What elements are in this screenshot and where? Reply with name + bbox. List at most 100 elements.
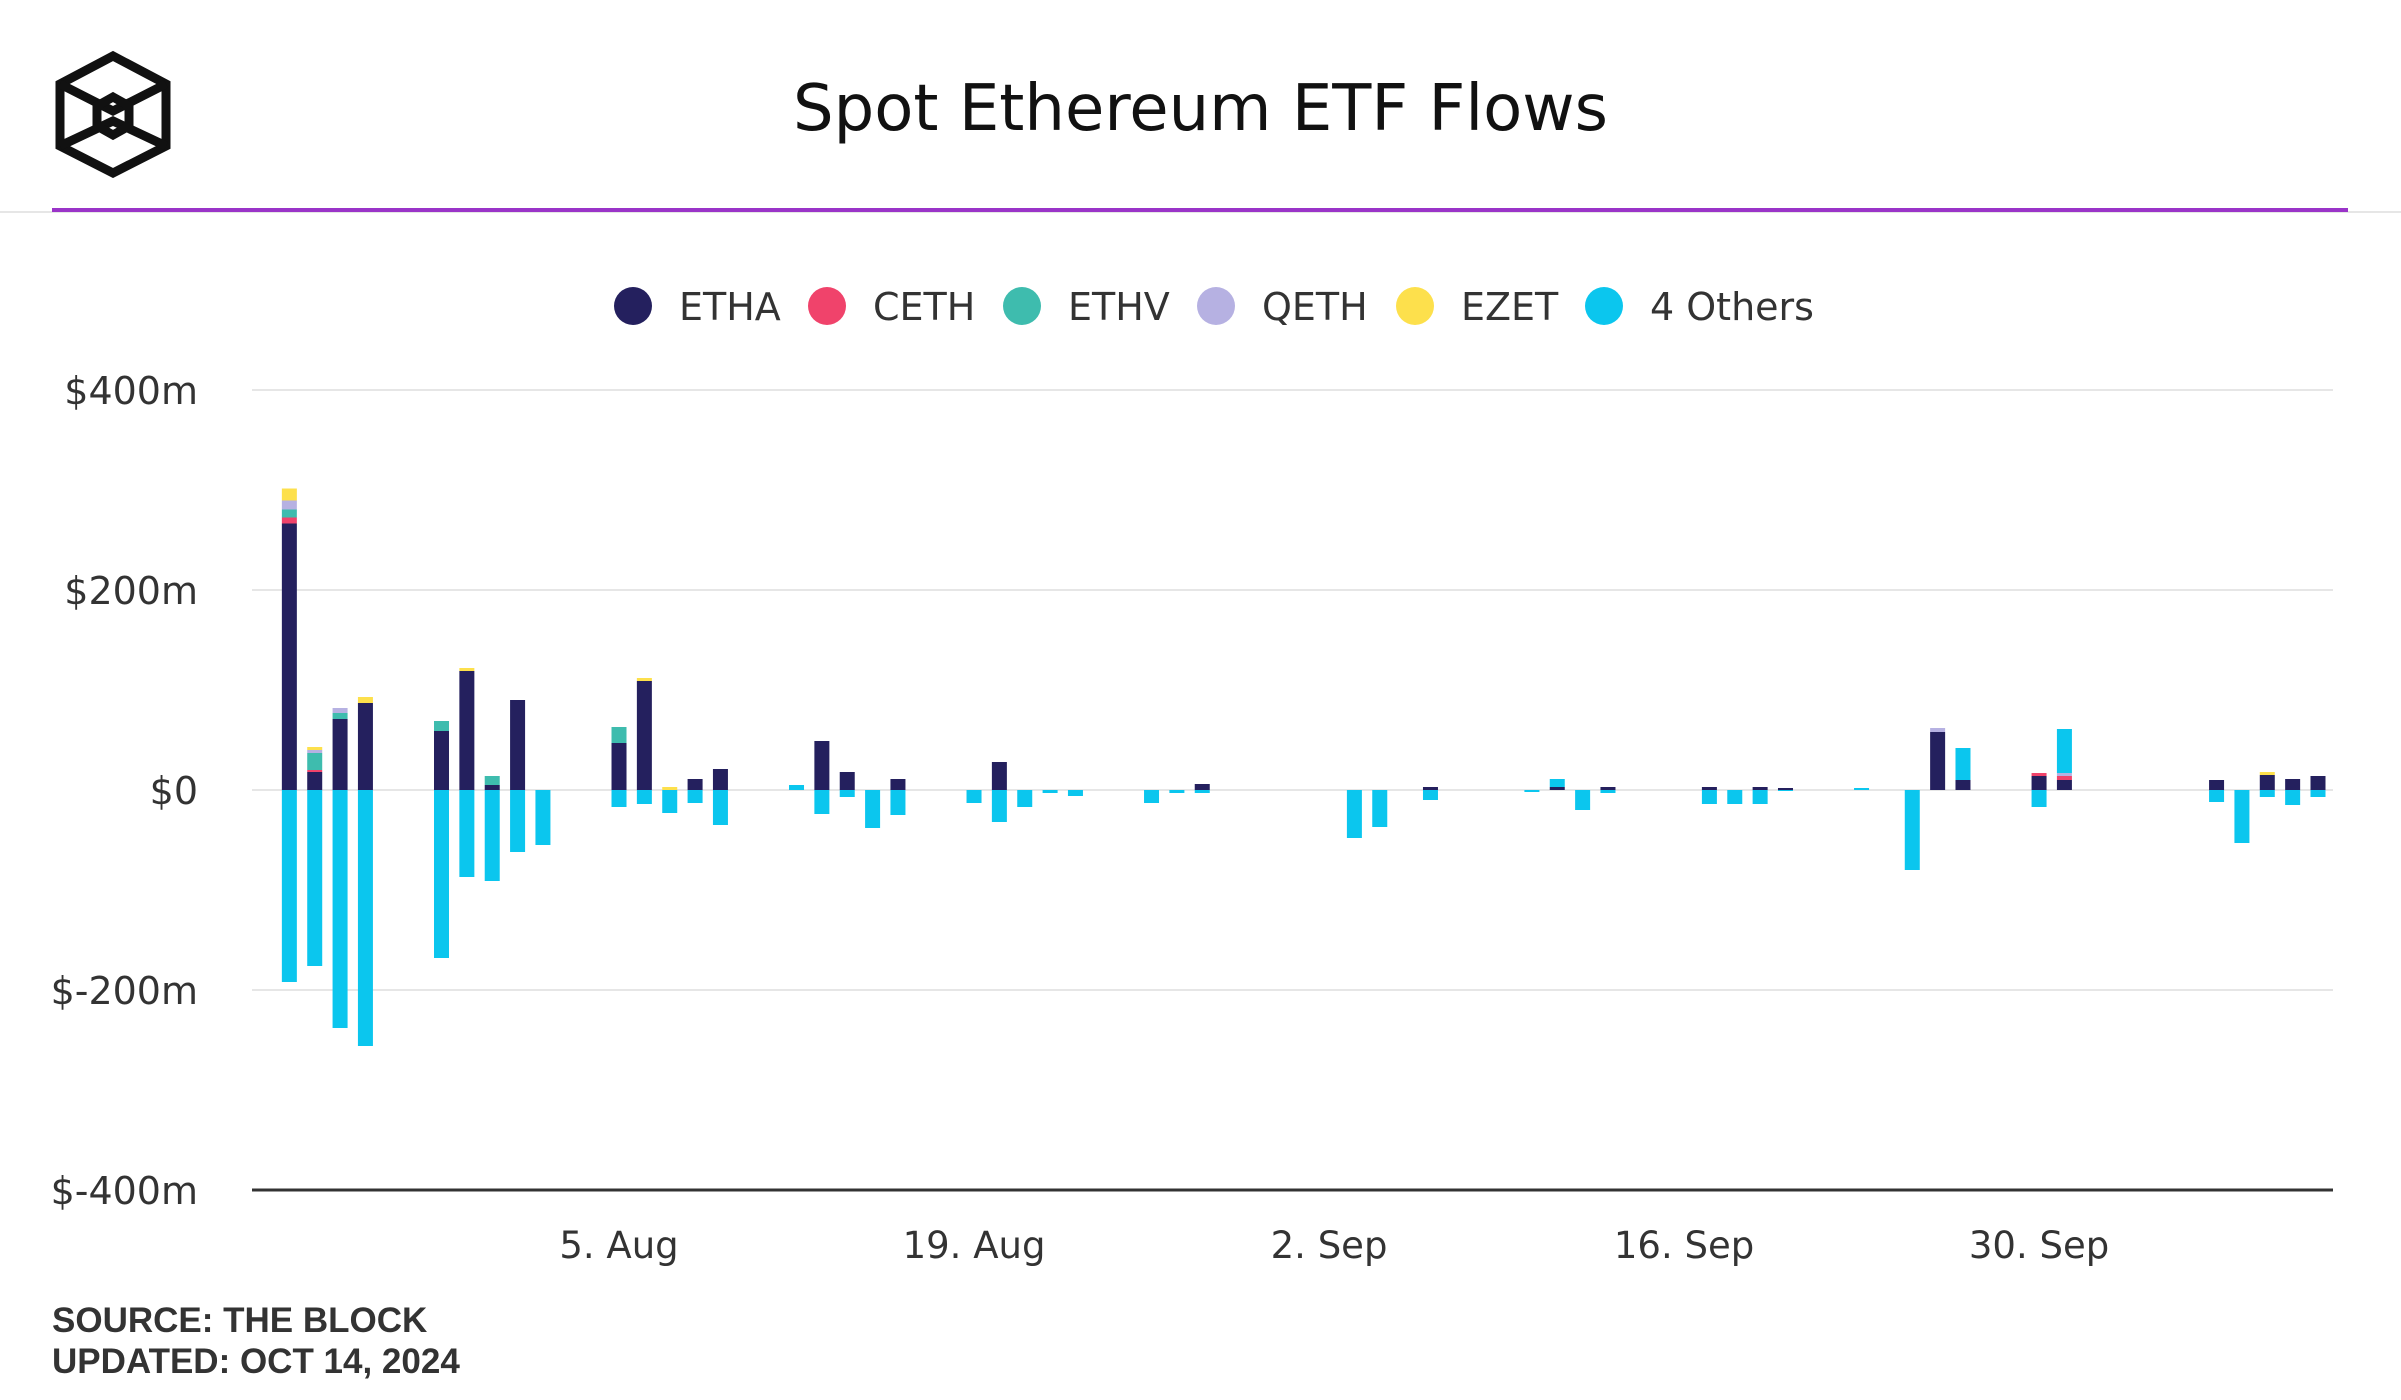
bar-ezet — [307, 747, 323, 750]
bar-etha — [1955, 780, 1971, 790]
bar-stack-2024-09-13 — [1600, 787, 1616, 793]
chart-bars — [281, 488, 2326, 1046]
bar-stack-2024-07-30 — [459, 668, 475, 877]
bar-stack-2024-07-29 — [434, 721, 450, 958]
bar-etha — [839, 772, 855, 790]
legend-swatch — [614, 287, 652, 325]
bar-ceth — [2056, 776, 2072, 780]
bar-stack-2024-08-08 — [687, 779, 703, 803]
x-tick-label: 16. Sep — [1614, 1224, 1754, 1267]
source-label: SOURCE: THE BLOCK — [52, 1301, 428, 1340]
bar-stack-2024-09-23 — [1854, 788, 1870, 790]
bar-4-others — [2285, 790, 2301, 805]
bar-ceth — [281, 517, 297, 524]
chart-legend: ETHA CETH ETHV QETH EZET 4 Others — [614, 285, 1814, 329]
y-tick-label: $400m — [64, 369, 198, 413]
bar-stack-2024-08-26 — [1144, 790, 1160, 803]
bar-4-others — [1144, 790, 1160, 803]
chart-gridlines — [252, 389, 2333, 991]
bar-etha — [434, 731, 450, 790]
bar-stack-2024-08-28 — [1194, 784, 1210, 793]
bar-4-others — [459, 790, 475, 877]
bar-etha — [712, 769, 728, 790]
bar-etha — [814, 741, 830, 790]
bar-etha — [1777, 788, 1793, 790]
bar-ethv — [484, 776, 500, 785]
legend-swatch — [1396, 287, 1434, 325]
bar-etha — [636, 681, 652, 790]
x-tick-label: 5. Aug — [559, 1224, 678, 1267]
bar-etha — [2209, 780, 2225, 790]
page-title: Spot Ethereum ETF Flows — [793, 72, 1608, 146]
y-tick-label: $-200m — [51, 969, 198, 1013]
bar-ethv — [611, 727, 627, 743]
bar-stack-2024-09-20 — [1777, 788, 1793, 791]
bar-stack-2024-07-25 — [332, 708, 348, 1028]
bar-4-others — [2209, 790, 2225, 802]
bar-stack-2024-07-26 — [357, 697, 373, 1046]
bar-etha — [2259, 775, 2275, 790]
bar-stack-2024-10-08 — [2234, 790, 2250, 843]
bar-4-others — [1777, 790, 1793, 791]
bar-4-others — [1575, 790, 1591, 810]
bar-4-others — [2031, 790, 2047, 807]
bar-qeth — [2056, 773, 2072, 776]
bar-etha — [2056, 780, 2072, 790]
bar-ethv — [434, 721, 450, 731]
chart-footer: SOURCE: THE BLOCK UPDATED: OCT 14, 2024 — [52, 1300, 460, 1382]
bar-stack-2024-08-09 — [712, 769, 728, 825]
bar-4-others — [611, 790, 627, 807]
legend-label: EZET — [1461, 285, 1559, 329]
bar-ezet — [2259, 772, 2275, 775]
bar-stack-2024-07-23 — [281, 488, 297, 982]
bar-4-others — [839, 790, 855, 797]
legend-label: 4 Others — [1650, 285, 1814, 329]
y-tick-label: $-400m — [51, 1169, 198, 1213]
bar-ezet — [459, 668, 475, 671]
bar-etha — [484, 785, 500, 790]
bar-stack-2024-09-18 — [1727, 790, 1743, 804]
bar-4-others — [1346, 790, 1362, 838]
bar-stack-2024-08-23 — [1067, 790, 1083, 796]
bar-etha — [1752, 787, 1768, 790]
bar-4-others — [991, 790, 1007, 822]
the-block-logo-icon — [55, 50, 171, 178]
bar-4-others — [1752, 790, 1768, 804]
bar-ezet — [281, 488, 297, 501]
bar-4-others — [1955, 748, 1971, 780]
bar-etha — [459, 671, 475, 790]
bar-etha — [1930, 732, 1946, 790]
bar-etha — [510, 700, 526, 790]
bar-4-others — [1600, 790, 1616, 793]
bar-stack-2024-08-27 — [1169, 790, 1185, 793]
bar-4-others — [662, 790, 678, 813]
legend-item-ceth: CETH — [808, 285, 975, 329]
bar-stack-2024-08-20 — [991, 762, 1007, 822]
bar-ezet — [357, 697, 373, 703]
header-accent-rule — [52, 208, 2348, 212]
bar-ceth — [2031, 773, 2047, 776]
x-axis-ticks: 5. Aug 19. Aug 2. Sep 16. Sep 30. Sep — [559, 1224, 2109, 1267]
bar-stack-2024-08-15 — [865, 790, 881, 828]
updated-label: UPDATED: OCT 14, 2024 — [52, 1342, 460, 1381]
bar-4-others — [1372, 790, 1388, 827]
bar-etha — [357, 703, 373, 790]
legend-swatch — [1003, 287, 1041, 325]
bar-ethv — [307, 753, 323, 770]
bar-4-others — [1017, 790, 1033, 807]
bar-stack-2024-10-09 — [2259, 772, 2275, 797]
bar-stack-2024-09-04 — [1372, 790, 1388, 827]
bar-4-others — [357, 790, 373, 1046]
x-tick-label: 19. Aug — [903, 1224, 1046, 1267]
legend-item-ezet: EZET — [1396, 285, 1559, 329]
bar-4-others — [332, 790, 348, 1028]
bar-etha — [281, 523, 297, 790]
bar-4-others — [1194, 790, 1210, 793]
bar-etha — [1600, 787, 1616, 790]
bar-stack-2024-08-05 — [611, 727, 627, 807]
bar-stack-2024-08-13 — [814, 741, 830, 814]
legend-label: ETHV — [1068, 285, 1170, 329]
bar-etha — [2285, 779, 2301, 790]
bar-4-others — [966, 790, 982, 803]
bar-4-others — [1904, 790, 1920, 870]
